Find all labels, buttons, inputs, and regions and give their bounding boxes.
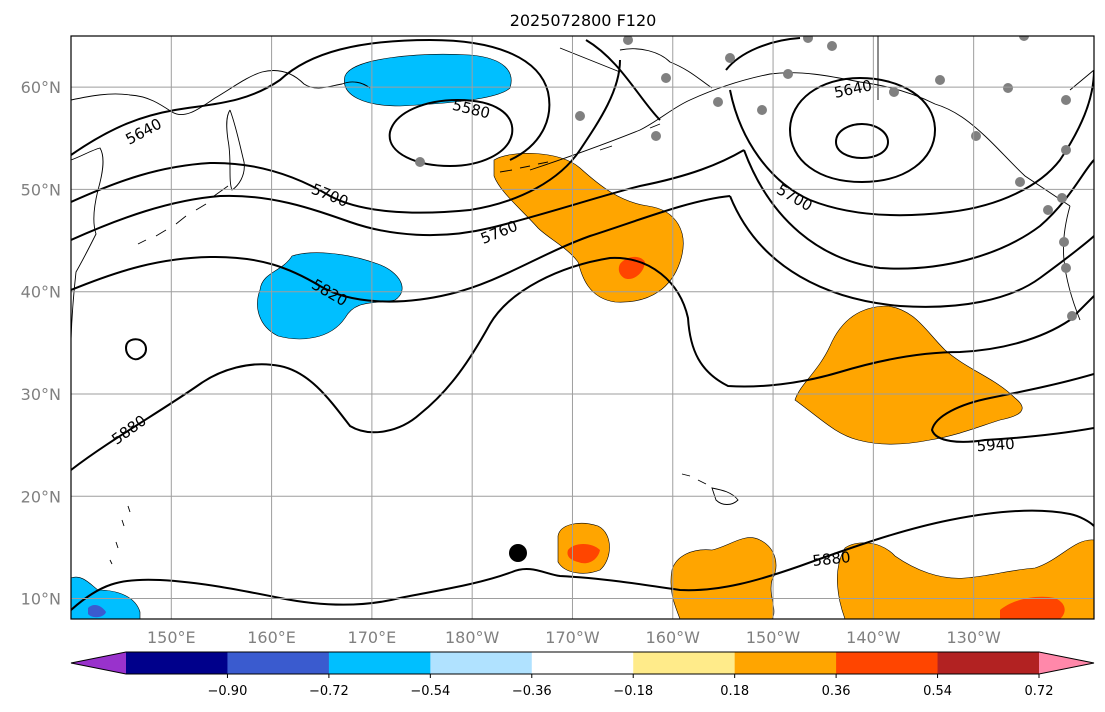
longitude-tick-label: 170°E bbox=[348, 628, 397, 647]
contour-5880-south bbox=[71, 509, 1094, 611]
colorbar-tick-label: −0.18 bbox=[613, 684, 653, 699]
negative-anomaly-mid bbox=[257, 252, 403, 340]
small-islands-west bbox=[109, 505, 131, 565]
station-dot bbox=[889, 87, 899, 97]
station-dot bbox=[651, 131, 661, 141]
colorbar-outline bbox=[70, 651, 1095, 675]
longitude-tick-label: 150°E bbox=[147, 628, 196, 647]
colorbar-segment bbox=[633, 652, 736, 674]
longitude-tick-label: 140°W bbox=[846, 628, 901, 647]
contour-5640-outer-west bbox=[71, 38, 551, 161]
latitude-tick-label: 50°N bbox=[21, 180, 61, 199]
map-panel: 5580 5640 5640 5700 5700 5760 5820 5880 … bbox=[70, 35, 1095, 620]
station-dot bbox=[935, 75, 945, 85]
alaska-interior bbox=[559, 36, 879, 100]
gridlines bbox=[71, 36, 1094, 619]
colorbar-tick-label: −0.90 bbox=[208, 684, 248, 699]
colorbar-segment bbox=[328, 652, 431, 674]
station-dot bbox=[1059, 237, 1069, 247]
height-contours bbox=[71, 37, 1094, 611]
kamchatka-coast bbox=[226, 109, 245, 191]
colorbar-tick-label: 0.72 bbox=[1025, 684, 1054, 699]
station-dot bbox=[713, 97, 723, 107]
positive-anomaly-southeast-core bbox=[1000, 596, 1065, 619]
contour-label: 5940 bbox=[976, 435, 1015, 456]
station-dot bbox=[415, 157, 425, 167]
contour-5880-north bbox=[71, 256, 1094, 471]
latitude-tick-label: 10°N bbox=[21, 590, 61, 609]
contour-5640-low-east bbox=[788, 76, 937, 184]
station-dot bbox=[1043, 205, 1053, 215]
colorbar-tick-label: −0.54 bbox=[410, 684, 450, 699]
station-dot bbox=[827, 41, 837, 51]
hawaii bbox=[681, 473, 739, 505]
latitude-tick-label: 40°N bbox=[21, 283, 61, 302]
latitude-labels: 60°N 50°N 40°N 30°N 20°N 10°N bbox=[21, 78, 61, 608]
contour-5700-east bbox=[725, 37, 1094, 217]
station-dot bbox=[1061, 145, 1071, 155]
negative-anomaly-north bbox=[344, 53, 512, 107]
station-dot bbox=[1061, 263, 1071, 273]
aleutian-islands bbox=[499, 123, 661, 173]
colorbar-tick-label: 0.18 bbox=[720, 684, 749, 699]
latitude-tick-label: 30°N bbox=[21, 385, 61, 404]
contour-5820-east bbox=[729, 195, 1094, 308]
asia-coast bbox=[71, 70, 371, 116]
contour-small-ring bbox=[124, 338, 147, 361]
japan-coast bbox=[71, 147, 104, 341]
longitude-tick-label: 170°W bbox=[545, 628, 600, 647]
colorbar-tick-label: −0.36 bbox=[512, 684, 552, 699]
station-dot bbox=[575, 111, 585, 121]
colorbar-tick-label: 0.36 bbox=[822, 684, 851, 699]
negative-anomaly-southwest-core bbox=[88, 605, 106, 618]
station-dot bbox=[1019, 36, 1029, 41]
contour-5760 bbox=[71, 149, 745, 241]
station-dot bbox=[623, 36, 633, 45]
latitude-tick-label: 60°N bbox=[21, 78, 61, 97]
station-dot bbox=[1061, 95, 1071, 105]
kuril-islands bbox=[137, 185, 229, 245]
station-dot bbox=[661, 73, 671, 83]
contour-5700-west bbox=[71, 39, 661, 214]
colorbar: −0.90 −0.72 −0.54 −0.36 −0.18 0.18 0.36 0.54 0.7… bbox=[70, 651, 1095, 699]
positive-anomaly-small-core bbox=[567, 544, 600, 564]
station-dot bbox=[757, 105, 767, 115]
shaded-anomalies bbox=[71, 53, 1094, 619]
station-dot bbox=[1067, 311, 1077, 321]
longitude-tick-label: 160°E bbox=[247, 628, 296, 647]
map-frame bbox=[70, 35, 1095, 620]
longitude-tick-label: 160°W bbox=[646, 628, 701, 647]
positive-anomaly-east bbox=[794, 305, 1023, 445]
station-dot bbox=[1003, 83, 1013, 93]
station-dot bbox=[1015, 177, 1025, 187]
longitude-tick-label: 180°W bbox=[445, 628, 500, 647]
colorbar-segment bbox=[937, 652, 1040, 674]
colorbar-tick-label: 0.54 bbox=[923, 684, 952, 699]
colorbar-segment bbox=[227, 652, 330, 674]
location-marker bbox=[509, 544, 527, 562]
station-dot bbox=[725, 53, 735, 63]
colorbar-segment bbox=[126, 652, 228, 674]
latitude-tick-label: 20°N bbox=[21, 487, 61, 506]
figure-title: 2025072800 F120 bbox=[510, 11, 657, 30]
station-dot bbox=[803, 36, 813, 43]
station-dot bbox=[971, 131, 981, 141]
contour-label: 5880 bbox=[812, 548, 852, 570]
station-dot bbox=[783, 69, 793, 79]
longitude-labels: 150°E 160°E 170°E 180°W 170°W 160°W 150°W 140°W… bbox=[147, 628, 1001, 647]
contour-5820 bbox=[71, 195, 731, 303]
colorbar-extend-high bbox=[1039, 652, 1094, 674]
longitude-tick-label: 150°W bbox=[746, 628, 801, 647]
contour-5940 bbox=[930, 373, 1094, 443]
colorbar-segment bbox=[734, 652, 837, 674]
colorbar-segment bbox=[430, 652, 533, 674]
colorbar-tick-label: −0.72 bbox=[309, 684, 349, 699]
colorbar-segment bbox=[836, 652, 939, 674]
longitude-tick-label: 130°W bbox=[946, 628, 1001, 647]
contour-inner-low-east bbox=[834, 122, 890, 160]
station-dot bbox=[1057, 193, 1067, 203]
colorbar-segment bbox=[531, 652, 634, 674]
colorbar-extend-low bbox=[71, 652, 126, 674]
